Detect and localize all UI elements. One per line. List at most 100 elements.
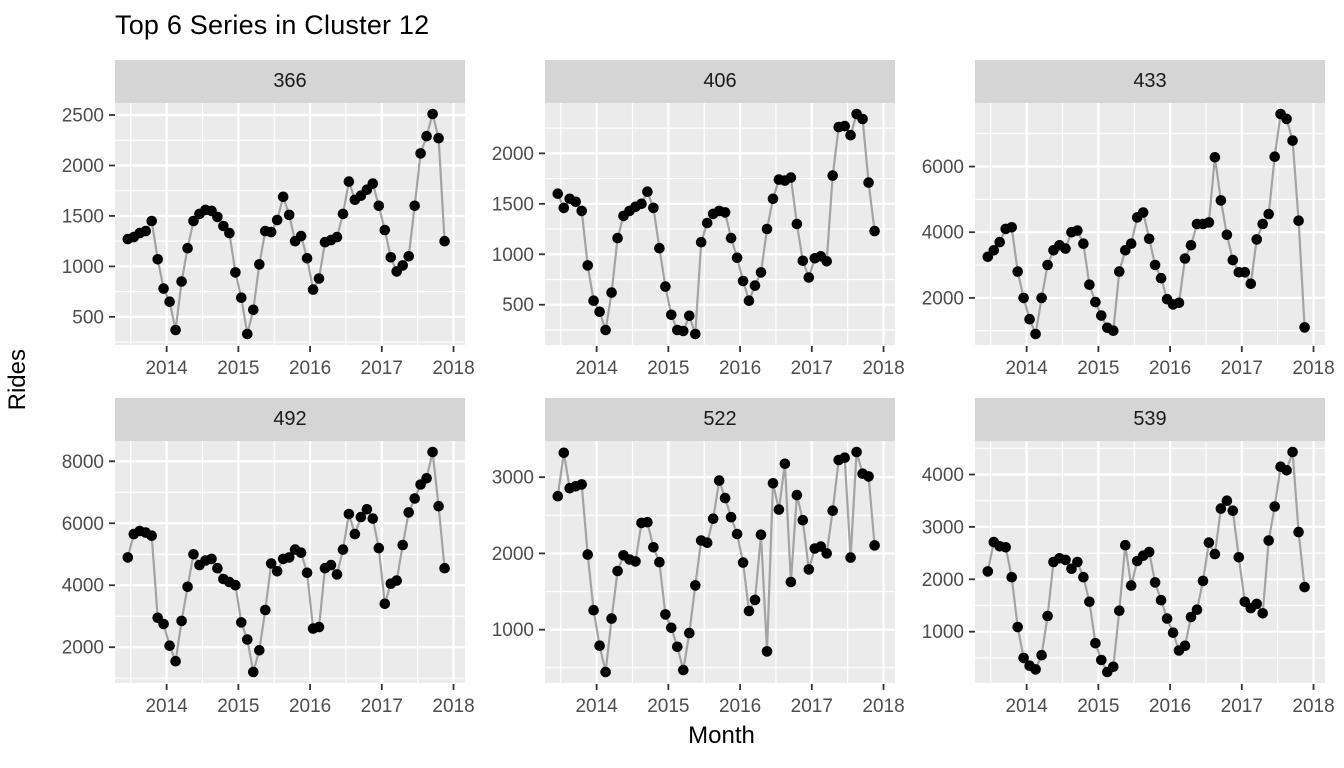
data-point [1125, 580, 1137, 591]
data-point [1143, 546, 1155, 558]
data-point [248, 304, 259, 316]
x-tick-label: 2018 [862, 358, 904, 379]
facet-plot: 2000 4000 6000 8000 2014 2015 2016 2017 2018 [62, 441, 475, 717]
facet-grid: 366 500 1000 1500 2000 2500 2014 2015 2016 2017 2… [35, 60, 1335, 721]
x-tick-label: 2015 [217, 696, 259, 717]
facet-strip: 366 [115, 60, 465, 103]
data-point [600, 324, 611, 336]
data-point [146, 215, 157, 227]
data-point [1036, 649, 1047, 661]
data-point [1030, 328, 1041, 340]
data-point [1227, 505, 1239, 516]
data-point [755, 267, 767, 278]
facet-433: 433 2000 4000 6000 2014 2015 2016 2017 2018 [895, 60, 1335, 383]
data-point [612, 232, 623, 244]
x-tick-label: 2014 [1005, 358, 1048, 379]
data-point [725, 232, 737, 244]
facet-366: 366 500 1000 1500 2000 2500 2014 2015 2016 2017 2… [35, 60, 475, 383]
data-point [594, 640, 605, 651]
data-point [588, 295, 599, 306]
y-tick-label: 4000 [922, 465, 964, 486]
facet-strip-label: 539 [1133, 408, 1167, 430]
facet-strip: 492 [115, 398, 465, 441]
x-tick-label: 2015 [1077, 696, 1119, 717]
data-point [343, 508, 355, 520]
x-tick-label: 2018 [1292, 358, 1334, 379]
x-tick-label: 2018 [862, 696, 904, 717]
data-point [337, 208, 349, 220]
data-point [1060, 243, 1071, 254]
facet-strip-label: 366 [273, 70, 307, 92]
data-point [803, 564, 815, 575]
data-point [576, 479, 587, 490]
data-point [1251, 598, 1262, 610]
data-point [301, 567, 313, 579]
data-point [188, 549, 199, 560]
y-tick-label: 2000 [62, 156, 104, 177]
data-point [821, 548, 832, 559]
data-point [1012, 621, 1023, 633]
data-point [331, 569, 343, 580]
data-point [301, 253, 313, 264]
data-point [1167, 627, 1179, 638]
data-point [433, 132, 444, 144]
data-point [552, 490, 564, 502]
data-point [1114, 266, 1125, 277]
data-point [1155, 272, 1167, 284]
data-point [367, 513, 379, 524]
data-point [409, 493, 421, 504]
y-tick-label: 1000 [922, 622, 964, 643]
data-point [725, 511, 737, 523]
data-point [839, 452, 850, 463]
data-point [1000, 542, 1011, 553]
data-point [283, 209, 295, 221]
data-point [1269, 501, 1280, 512]
data-point [1269, 151, 1280, 162]
data-point [361, 504, 373, 515]
facet-plot: 1000 2000 3000 2014 2015 2016 2017 2018 [492, 441, 905, 717]
data-point [1293, 215, 1304, 226]
x-tick-label: 2018 [432, 696, 474, 717]
data-point [684, 627, 695, 639]
x-tick-label: 2016 [719, 696, 761, 717]
data-point [1078, 238, 1089, 249]
data-point [265, 226, 277, 238]
data-point [409, 200, 421, 212]
facet-strip-label: 433 [1133, 70, 1167, 92]
data-point [1281, 465, 1292, 476]
data-point [648, 542, 659, 553]
data-point [576, 205, 587, 217]
data-point [1245, 278, 1257, 290]
y-tick-label: 4000 [62, 576, 104, 597]
data-point [1227, 254, 1239, 266]
facet-strip: 406 [545, 60, 895, 103]
data-point [1251, 234, 1262, 245]
data-point [164, 296, 175, 307]
data-point [307, 284, 319, 295]
data-point [283, 552, 295, 563]
x-tick-label: 2015 [647, 358, 689, 379]
data-point [791, 489, 803, 501]
data-point [857, 113, 868, 125]
data-point [749, 594, 761, 606]
data-point [737, 275, 749, 287]
data-point [690, 328, 701, 340]
x-tick-label: 2015 [217, 358, 259, 379]
data-point [737, 557, 749, 568]
data-point [600, 666, 611, 678]
y-tick-label: 6000 [922, 157, 964, 178]
data-point [731, 528, 743, 540]
x-tick-label: 2016 [1149, 358, 1191, 379]
data-point [427, 446, 438, 458]
data-point [797, 255, 809, 267]
facet-plot: 2000 4000 6000 2014 2015 2016 2017 2018 [922, 103, 1335, 379]
x-tick-label: 2014 [145, 358, 188, 379]
data-point [265, 558, 277, 569]
data-point [158, 283, 169, 294]
data-point [421, 130, 432, 142]
data-point [385, 252, 397, 263]
data-point [767, 478, 779, 489]
facet-492: 492 2000 4000 6000 8000 2014 2015 2016 2017 2018 [35, 398, 475, 721]
data-point [552, 188, 564, 199]
x-tick-label: 2016 [719, 358, 761, 379]
